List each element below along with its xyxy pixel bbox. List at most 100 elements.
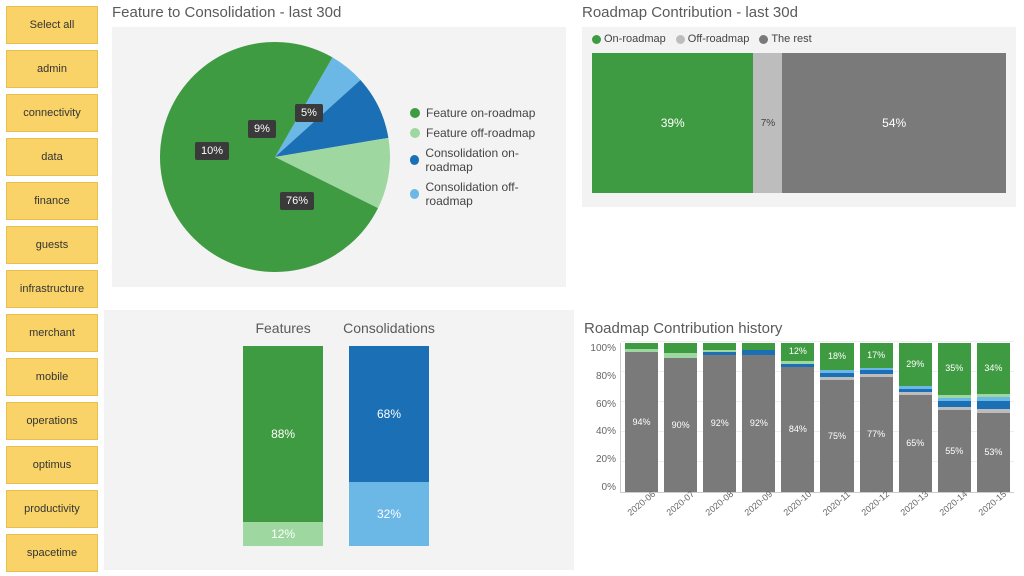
ytick: 40% bbox=[584, 426, 616, 437]
legend-label: Feature off-roadmap bbox=[426, 126, 535, 140]
history-xlabel: 2020-11 bbox=[821, 489, 852, 517]
history-column[interactable]: 77%17%2020-12 bbox=[860, 343, 893, 492]
history-column[interactable]: 94%2020-06 bbox=[625, 343, 658, 492]
bar-column-title: Features bbox=[255, 320, 310, 336]
pie-label: 10% bbox=[195, 142, 229, 160]
panel-title: Roadmap Contribution - last 30d bbox=[582, 4, 1016, 21]
filter-merchant[interactable]: merchant bbox=[6, 314, 98, 352]
legend-swatch-icon bbox=[759, 35, 768, 44]
history-body: 100%80%60%40%20%0% 94%2020-0690%2020-079… bbox=[584, 343, 1014, 543]
legend-label: Consolidation on-roadmap bbox=[425, 146, 558, 174]
filter-connectivity[interactable]: connectivity bbox=[6, 94, 98, 132]
contrib-bar: 39%7%54% bbox=[592, 53, 1006, 193]
history-rest-label: 84% bbox=[789, 424, 807, 434]
history-yaxis: 100%80%60%40%20%0% bbox=[584, 343, 620, 493]
legend-swatch-icon bbox=[676, 35, 685, 44]
history-rest-label: 65% bbox=[906, 438, 924, 448]
history-top-label: 35% bbox=[945, 363, 963, 373]
history-xlabel: 2020-07 bbox=[664, 489, 696, 518]
history-top-label: 34% bbox=[984, 363, 1002, 373]
panel-title: Feature to Consolidation - last 30d bbox=[112, 4, 566, 21]
ytick: 80% bbox=[584, 371, 616, 382]
filter-optimus[interactable]: optimus bbox=[6, 446, 98, 484]
legend-item[interactable]: Consolidation on-roadmap bbox=[410, 146, 558, 174]
legend-label: Feature on-roadmap bbox=[426, 106, 535, 120]
legend-swatch-icon bbox=[410, 155, 419, 165]
legend-item[interactable]: Consolidation off-roadmap bbox=[410, 180, 558, 208]
ytick: 100% bbox=[584, 343, 616, 354]
history-column[interactable]: 92%2020-08 bbox=[703, 343, 736, 492]
history-top-label: 18% bbox=[828, 351, 846, 361]
contrib-legend: On-roadmap Off-roadmap The rest bbox=[592, 33, 1006, 45]
ytick: 20% bbox=[584, 454, 616, 465]
filter-productivity[interactable]: productivity bbox=[6, 490, 98, 528]
pie-label: 5% bbox=[295, 104, 323, 122]
history-xlabel: 2020-12 bbox=[860, 489, 892, 518]
feature-consolidation-panel: Feature to Consolidation - last 30d 76% 1… bbox=[104, 0, 574, 310]
history-top-label: 12% bbox=[789, 346, 807, 356]
legend-item[interactable]: Off-roadmap bbox=[676, 33, 750, 45]
ytick: 60% bbox=[584, 399, 616, 410]
legend-item[interactable]: The rest bbox=[759, 33, 811, 45]
legend-label: Consolidation off-roadmap bbox=[425, 180, 558, 208]
filter-admin[interactable]: admin bbox=[6, 50, 98, 88]
history-top-label: 29% bbox=[906, 359, 924, 369]
bar-column-title: Consolidations bbox=[343, 320, 435, 336]
filter-mobile[interactable]: mobile bbox=[6, 358, 98, 396]
history-rest-label: 92% bbox=[711, 418, 729, 428]
pie-label: 76% bbox=[280, 192, 314, 210]
contrib-segment[interactable]: 7% bbox=[753, 53, 782, 193]
filter-guests[interactable]: guests bbox=[6, 226, 98, 264]
history-rest-label: 53% bbox=[984, 447, 1002, 457]
stacked-bar: 32%68% bbox=[349, 346, 429, 546]
legend-item[interactable]: Feature on-roadmap bbox=[410, 106, 558, 120]
history-rest-label: 92% bbox=[750, 418, 768, 428]
legend-swatch-icon bbox=[410, 189, 419, 199]
history-xlabel: 2020-14 bbox=[938, 489, 970, 518]
pie-body: 76% 10% 9% 5% Feature on-roadmap Feature off… bbox=[112, 27, 566, 287]
panel-title: Roadmap Contribution history bbox=[584, 320, 1014, 337]
history-xlabel: 2020-13 bbox=[899, 489, 931, 518]
bar-column-consolidations: Consolidations 32%68% bbox=[343, 320, 435, 560]
contrib-segment[interactable]: 39% bbox=[592, 53, 753, 193]
history-column[interactable]: 65%29%2020-13 bbox=[899, 343, 932, 492]
filter-sidebar: Select all admin connectivity data finance gu… bbox=[0, 0, 104, 576]
pie-legend: Feature on-roadmap Feature off-roadmap Con… bbox=[410, 100, 558, 214]
history-xlabel: 2020-08 bbox=[703, 489, 735, 518]
bar-segment[interactable]: 12% bbox=[243, 522, 323, 546]
legend-swatch-icon bbox=[592, 35, 601, 44]
legend-swatch-icon bbox=[410, 128, 420, 138]
roadmap-contribution-panel: Roadmap Contribution - last 30d On-roadm… bbox=[574, 0, 1024, 310]
history-column[interactable]: 92%2020-09 bbox=[742, 343, 775, 492]
bar-segment[interactable]: 88% bbox=[243, 346, 323, 522]
history-segment bbox=[664, 343, 697, 353]
history-top-label: 17% bbox=[867, 350, 885, 360]
legend-item[interactable]: Feature off-roadmap bbox=[410, 126, 558, 140]
filter-select-all[interactable]: Select all bbox=[6, 6, 98, 44]
roadmap-history-panel: Roadmap Contribution history 100% 80% 60% 4… bbox=[574, 310, 1024, 570]
filter-operations[interactable]: operations bbox=[6, 402, 98, 440]
history-column[interactable]: 90%2020-07 bbox=[664, 343, 697, 492]
legend-item[interactable]: On-roadmap bbox=[592, 33, 666, 45]
pie-label: 9% bbox=[248, 120, 276, 138]
history-segment bbox=[742, 343, 775, 350]
history-rest-label: 90% bbox=[672, 420, 690, 430]
history-xlabel: 2020-09 bbox=[742, 489, 774, 518]
history-column[interactable]: 53%34%2020-15 bbox=[977, 343, 1010, 492]
bar-segment[interactable]: 68% bbox=[349, 346, 429, 482]
dashboard-main: Feature to Consolidation - last 30d 76% 1… bbox=[104, 0, 1024, 576]
gridline bbox=[621, 341, 1014, 342]
filter-finance[interactable]: finance bbox=[6, 182, 98, 220]
history-column[interactable]: 84%12%2020-10 bbox=[781, 343, 814, 492]
contrib-segment[interactable]: 54% bbox=[782, 53, 1006, 193]
history-column[interactable]: 55%35%2020-14 bbox=[938, 343, 971, 492]
bar-segment[interactable]: 32% bbox=[349, 482, 429, 546]
contrib-body: On-roadmap Off-roadmap The rest 39%7%54% bbox=[582, 27, 1016, 207]
filter-spacetime[interactable]: spacetime bbox=[6, 534, 98, 572]
history-column[interactable]: 75%18%2020-11 bbox=[820, 343, 853, 492]
bar-column-features: Features 12%88% bbox=[243, 320, 323, 560]
history-xlabel: 2020-06 bbox=[625, 489, 657, 518]
filter-data[interactable]: data bbox=[6, 138, 98, 176]
history-rest-label: 77% bbox=[867, 429, 885, 439]
filter-infrastructure[interactable]: infrastructure bbox=[6, 270, 98, 308]
